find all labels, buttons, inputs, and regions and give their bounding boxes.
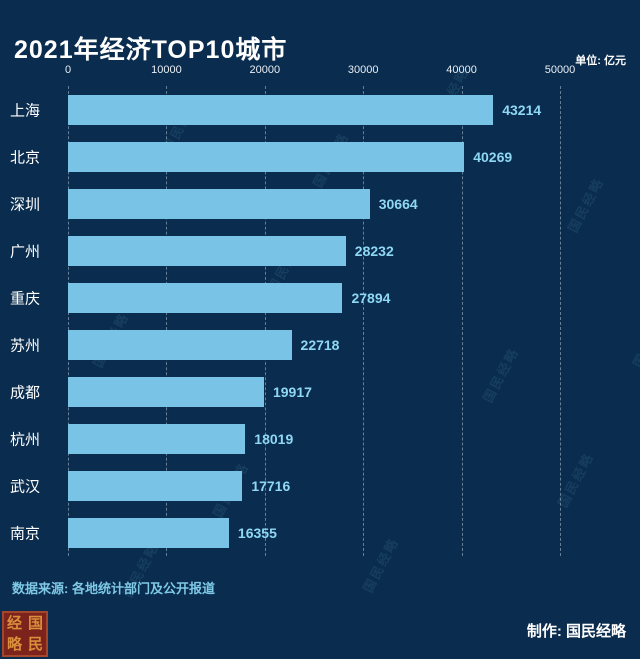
bar-value-label: 27894 xyxy=(351,289,391,306)
gridline xyxy=(264,86,266,556)
x-tick-label: 30000 xyxy=(347,64,379,76)
bar xyxy=(68,235,346,266)
x-tick-label: 50000 xyxy=(544,64,576,76)
category-label: 杭州 xyxy=(10,431,41,448)
gridline xyxy=(363,86,365,556)
category-label: 南京 xyxy=(10,525,41,542)
credit-label: 制作: 国民经略 xyxy=(526,623,626,640)
bar-value-label: 40269 xyxy=(473,148,513,165)
bar xyxy=(68,517,229,548)
gridline xyxy=(166,86,168,556)
seal-character: 经 xyxy=(6,615,22,632)
bar xyxy=(68,423,246,454)
bar-row: 武汉 17716 xyxy=(10,462,560,509)
category-label: 深圳 xyxy=(10,196,41,213)
bar-row: 杭州 18019 xyxy=(10,415,560,462)
category-label: 重庆 xyxy=(10,290,41,307)
unit-label: 单位: 亿元 xyxy=(575,55,626,67)
bar-row: 深圳 30664 xyxy=(10,180,560,227)
gridline xyxy=(461,86,463,556)
bar-value-label: 22718 xyxy=(300,336,340,353)
bar-row: 成都 19917 xyxy=(10,368,560,415)
seal-character: 国 xyxy=(27,615,43,632)
bar-value-label: 16355 xyxy=(237,524,277,541)
bar-value-label: 43214 xyxy=(502,101,542,118)
watermark-text: 国民经略 xyxy=(630,309,640,370)
bar-row: 上海 43214 xyxy=(10,86,560,133)
gridline xyxy=(560,86,561,556)
category-label: 武汉 xyxy=(10,478,41,495)
seal-character: 略 xyxy=(6,636,22,653)
bar-row: 北京 40269 xyxy=(10,133,560,180)
bar-row: 广州 28232 xyxy=(10,227,560,274)
gridline xyxy=(68,86,69,556)
source-note: 数据来源: 各地统计部门及公开报道 xyxy=(12,581,215,596)
bar-value-label: 30664 xyxy=(378,195,418,212)
bar-value-label: 28232 xyxy=(354,242,394,259)
x-tick-label: 40000 xyxy=(446,64,477,76)
bar xyxy=(68,470,243,501)
bar xyxy=(68,329,292,360)
bar xyxy=(68,141,465,172)
bar-row: 南京 16355 xyxy=(10,509,560,556)
bar-value-label: 17716 xyxy=(251,477,291,494)
bar-value-label: 19917 xyxy=(272,383,312,400)
category-label: 北京 xyxy=(10,149,41,166)
x-tick-label: 0 xyxy=(64,64,72,76)
page-title: 2021年经济TOP10城市 xyxy=(14,35,288,64)
bar xyxy=(68,94,494,125)
x-tick-label: 20000 xyxy=(249,64,281,76)
bar-row: 重庆 27894 xyxy=(10,274,560,321)
bar xyxy=(68,282,343,313)
x-axis: 0 10000 20000 30000 40000 50000 xyxy=(64,64,575,80)
bar-row: 苏州 22718 xyxy=(10,321,560,368)
plot-area: 上海 43214 北京 40269 深圳 30664 广州 28232 重庆 27894 苏州 227… xyxy=(10,86,561,556)
x-tick-label: 10000 xyxy=(151,64,182,76)
seal-character: 民 xyxy=(27,636,43,653)
category-label: 广州 xyxy=(10,243,41,260)
category-label: 上海 xyxy=(10,102,41,119)
publisher-seal-logo: 经国略民 xyxy=(2,611,48,657)
bar xyxy=(68,376,264,407)
category-label: 成都 xyxy=(10,384,41,401)
category-label: 苏州 xyxy=(10,337,41,354)
bar-value-label: 18019 xyxy=(254,430,294,447)
watermark-text: 国民经略 xyxy=(565,174,607,235)
bar xyxy=(68,188,370,219)
